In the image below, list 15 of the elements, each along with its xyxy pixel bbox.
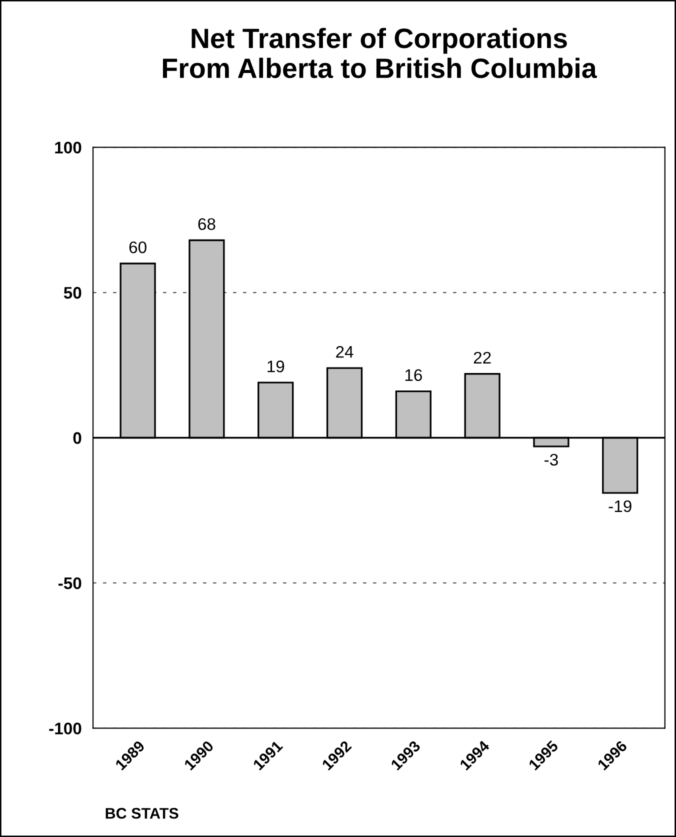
data-label: -19 [608,500,632,512]
data-label: -3 [544,454,558,466]
data-label: 22 [474,352,491,364]
data-label: 24 [336,346,354,358]
text: BC STATS [106,808,178,819]
y-tick-label: -100 [49,722,82,734]
data-label: 16 [405,369,422,382]
y-tick-label: 0 [73,432,82,444]
y-tick-label: -50 [58,577,82,590]
y-tick-label: 100 [55,142,82,154]
data-label: 60 [129,241,146,254]
data-label: 19 [268,360,284,372]
y-tick-label: 50 [64,286,82,299]
data-label: 68 [198,218,216,230]
chart-title: Net Transfer of Corporations From Alberta to British Columbia [162,28,598,78]
